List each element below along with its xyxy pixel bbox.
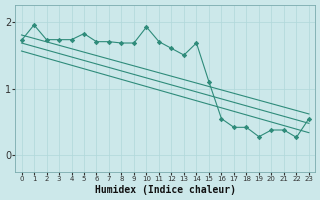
X-axis label: Humidex (Indice chaleur): Humidex (Indice chaleur) <box>95 185 236 195</box>
